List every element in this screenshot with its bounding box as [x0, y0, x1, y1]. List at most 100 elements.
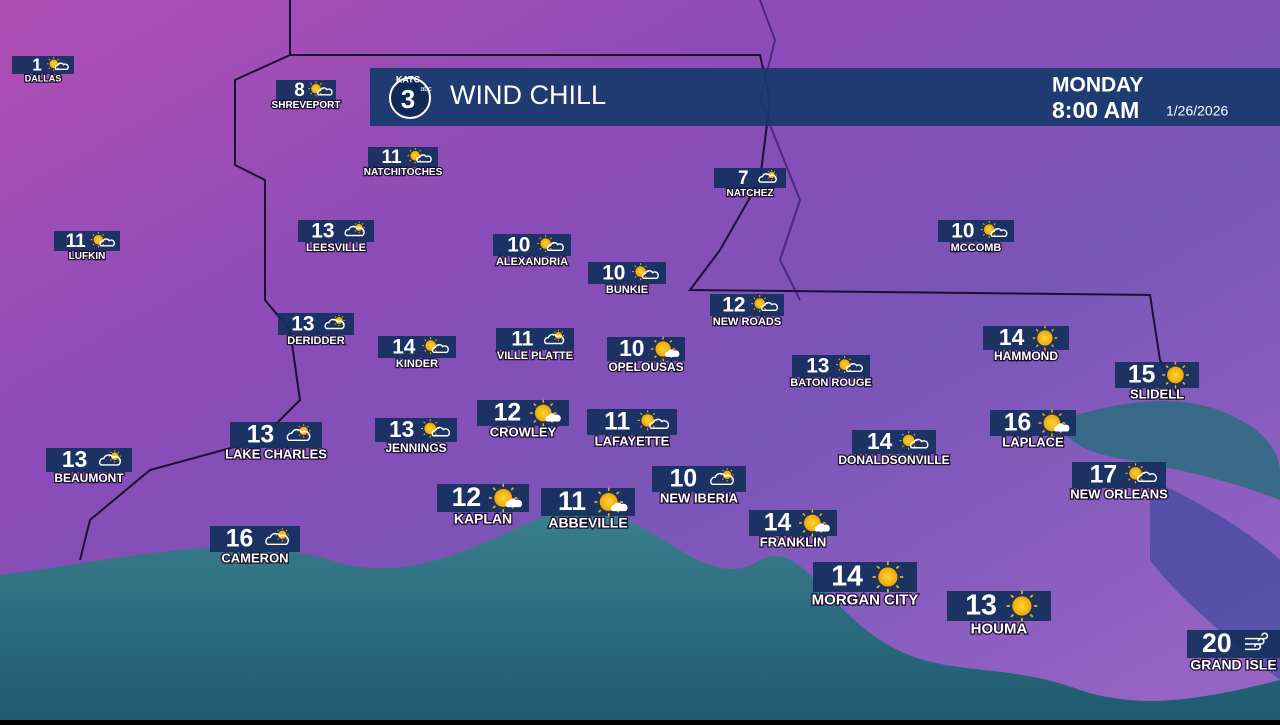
city-box — [1072, 462, 1166, 488]
sun — [425, 340, 436, 351]
cloud — [990, 228, 1008, 237]
sun-ray — [1051, 344, 1055, 348]
city-value: 20 — [1202, 628, 1232, 658]
sun — [754, 298, 766, 309]
sun-ray — [722, 478, 724, 480]
sun-ray — [423, 433, 426, 436]
city-name: SLIDELL — [1130, 387, 1184, 402]
city-box — [298, 220, 374, 242]
city-name: BATON ROUGE — [790, 377, 872, 389]
city-box — [1187, 630, 1280, 658]
city-value: 8 — [294, 80, 305, 101]
sun-ray — [1182, 381, 1186, 385]
city-box — [852, 430, 936, 454]
city-name: KINDER — [396, 358, 438, 370]
sun-ray — [722, 469, 724, 472]
sun-ray — [1041, 413, 1046, 417]
city-name: LAFAYETTE — [595, 434, 670, 449]
cloud — [909, 438, 929, 449]
city-value: 12 — [722, 294, 745, 317]
sun-ray — [549, 237, 552, 240]
sun-ray — [361, 223, 364, 225]
sun-ray — [361, 230, 364, 232]
city-value: 14 — [764, 510, 792, 537]
banner — [370, 68, 1280, 126]
sun-ray — [92, 233, 95, 236]
sun-ray — [419, 149, 421, 152]
sun-ray — [539, 247, 542, 250]
sun-ray — [1029, 613, 1034, 618]
city-value: 13 — [965, 590, 997, 622]
city-name: NEW ROADS — [713, 316, 781, 328]
cloud — [54, 62, 69, 71]
sun-ray — [838, 368, 841, 371]
city-value: 13 — [62, 446, 87, 472]
cloud — [99, 238, 116, 247]
sun-ray — [409, 149, 412, 152]
city-value: 14 — [867, 428, 893, 454]
cloud — [317, 87, 333, 96]
sun-ray — [319, 92, 322, 95]
city-name: HOUMA — [971, 620, 1028, 637]
sun-ray — [982, 223, 985, 226]
sun — [410, 150, 421, 161]
city-value: 11 — [511, 328, 533, 351]
city-value: 7 — [738, 168, 749, 189]
sun-ray — [341, 316, 344, 318]
city-value: 16 — [1004, 410, 1031, 437]
sun-ray — [354, 230, 357, 232]
city-name: HAMMOND — [994, 349, 1058, 363]
city-value: 1 — [32, 56, 42, 75]
sun-ray — [838, 358, 841, 361]
sun-ray — [1058, 413, 1062, 417]
cloud — [758, 173, 777, 183]
sun-ray — [434, 339, 437, 342]
sun-ray — [616, 491, 620, 495]
sun-ray — [774, 177, 776, 179]
sun-ray — [764, 297, 767, 300]
gulf — [0, 507, 1280, 720]
sun-ray — [298, 425, 301, 428]
city-value: 11 — [382, 147, 403, 168]
cloud — [1137, 471, 1157, 482]
sun-ray — [277, 538, 279, 540]
sun-ray — [634, 265, 637, 268]
sun-ray — [307, 434, 309, 436]
city-name: DERIDDER — [287, 335, 345, 347]
cloud — [611, 502, 628, 512]
city-value: 13 — [389, 416, 414, 442]
city-value: 14 — [999, 324, 1025, 350]
sun — [1037, 330, 1053, 346]
sun-ray — [554, 331, 556, 333]
sun-ray — [1010, 613, 1015, 618]
sun-ray — [993, 223, 996, 226]
sun-ray — [913, 433, 916, 436]
sun-ray — [57, 67, 60, 70]
sun-ray — [434, 433, 438, 436]
sun-ray — [652, 425, 656, 428]
city-box — [587, 409, 677, 435]
sun-ray — [597, 491, 602, 495]
sun-ray — [434, 421, 438, 424]
sun-ray — [1165, 381, 1169, 385]
sun — [641, 414, 654, 427]
sun-ray — [644, 275, 647, 278]
sun-ray — [539, 237, 542, 240]
city-box — [710, 294, 784, 316]
sun — [1012, 596, 1032, 616]
city-box — [12, 56, 74, 74]
sun-ray — [764, 307, 767, 310]
